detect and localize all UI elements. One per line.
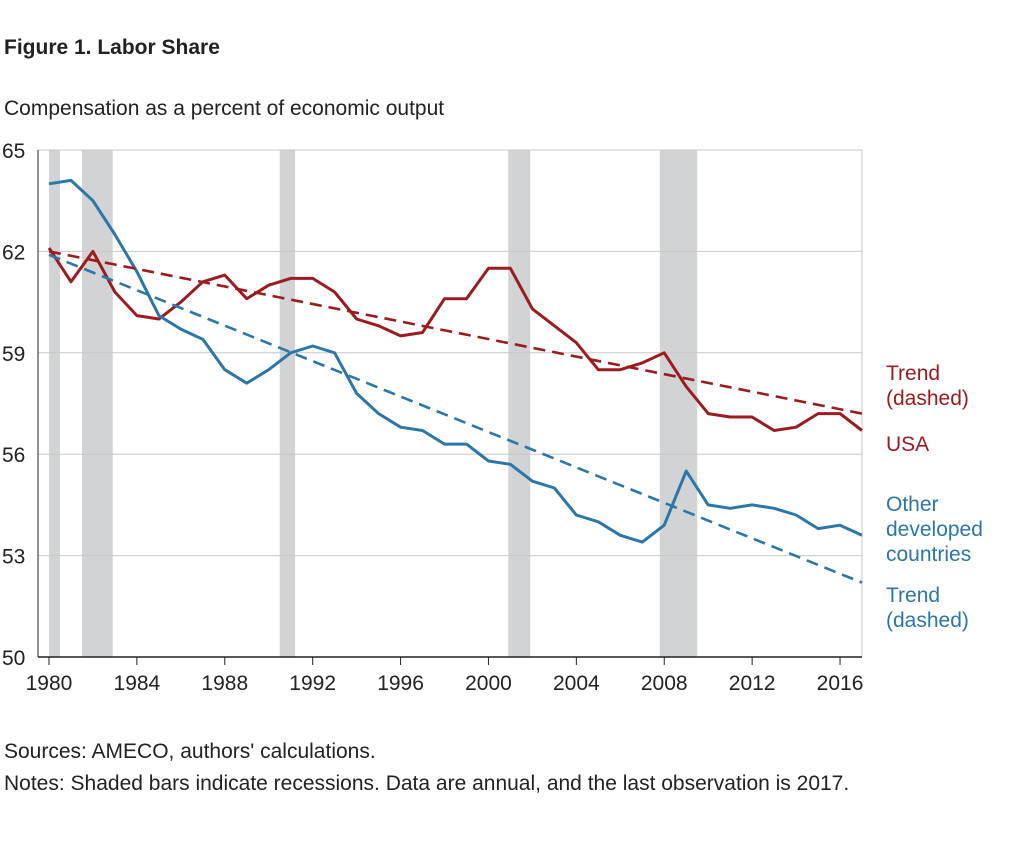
y-tick-label-59: 59 [2, 343, 25, 366]
x-tick-label-1980: 1980 [26, 672, 73, 695]
chart-subtitle: Compensation as a percent of economic ou… [4, 97, 445, 120]
y-tick-label-65: 65 [2, 140, 25, 163]
other-developed-label-0: Other [886, 493, 939, 516]
other-developed-line [48, 178, 863, 544]
x-tick-label-2016: 2016 [817, 672, 864, 695]
recession-bar-2 [279, 150, 296, 657]
recession-bar-4 [659, 150, 698, 657]
x-tick-label-2008: 2008 [641, 672, 688, 695]
usa-label-0: USA [886, 433, 929, 456]
x-tick-label-1992: 1992 [289, 672, 336, 695]
x-tick-label-1984: 1984 [114, 672, 161, 695]
other-developed-label-2: countries [886, 543, 971, 566]
recession-bar-0 [48, 150, 60, 657]
recession-bar-1 [81, 150, 113, 657]
other-developed-label-1: developed [886, 518, 983, 541]
y-tick-label-56: 56 [2, 444, 25, 467]
y-tick-label-50: 50 [2, 647, 25, 670]
other-trend-line [48, 253, 863, 584]
x-tick-label-2000: 2000 [465, 672, 512, 695]
other-trend-label-0: Trend [886, 584, 940, 607]
y-tick-label-53: 53 [2, 546, 25, 569]
y-tick-label-62: 62 [2, 241, 25, 264]
sources-note: Sources: AMECO, authors' calculations. [4, 740, 376, 763]
x-tick-label-1996: 1996 [377, 672, 424, 695]
recession-note: Notes: Shaded bars indicate recessions. … [4, 772, 850, 795]
x-tick-label-2004: 2004 [553, 672, 600, 695]
usa-trend-line [48, 250, 863, 415]
usa-line [47, 247, 863, 432]
recession-bar-3 [508, 150, 531, 657]
usa-trend-label-0: Trend [886, 362, 940, 385]
x-tick-label-1988: 1988 [201, 672, 248, 695]
chart-title: Figure 1. Labor Share [4, 36, 220, 59]
usa-trend-label-1: (dashed) [886, 387, 969, 410]
other-trend-label-1: (dashed) [886, 609, 969, 632]
x-tick-label-2012: 2012 [729, 672, 776, 695]
